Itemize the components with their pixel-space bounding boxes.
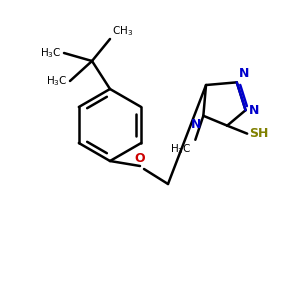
Text: H$_3$C: H$_3$C [40,46,62,60]
Text: H$_3$C: H$_3$C [170,142,191,156]
Text: N: N [249,104,259,117]
Text: SH: SH [249,127,268,140]
Text: CH$_3$: CH$_3$ [112,24,133,38]
Text: N: N [191,118,201,131]
Text: N: N [239,67,249,80]
Text: O: O [135,152,145,165]
Text: H$_3$C: H$_3$C [46,74,68,88]
